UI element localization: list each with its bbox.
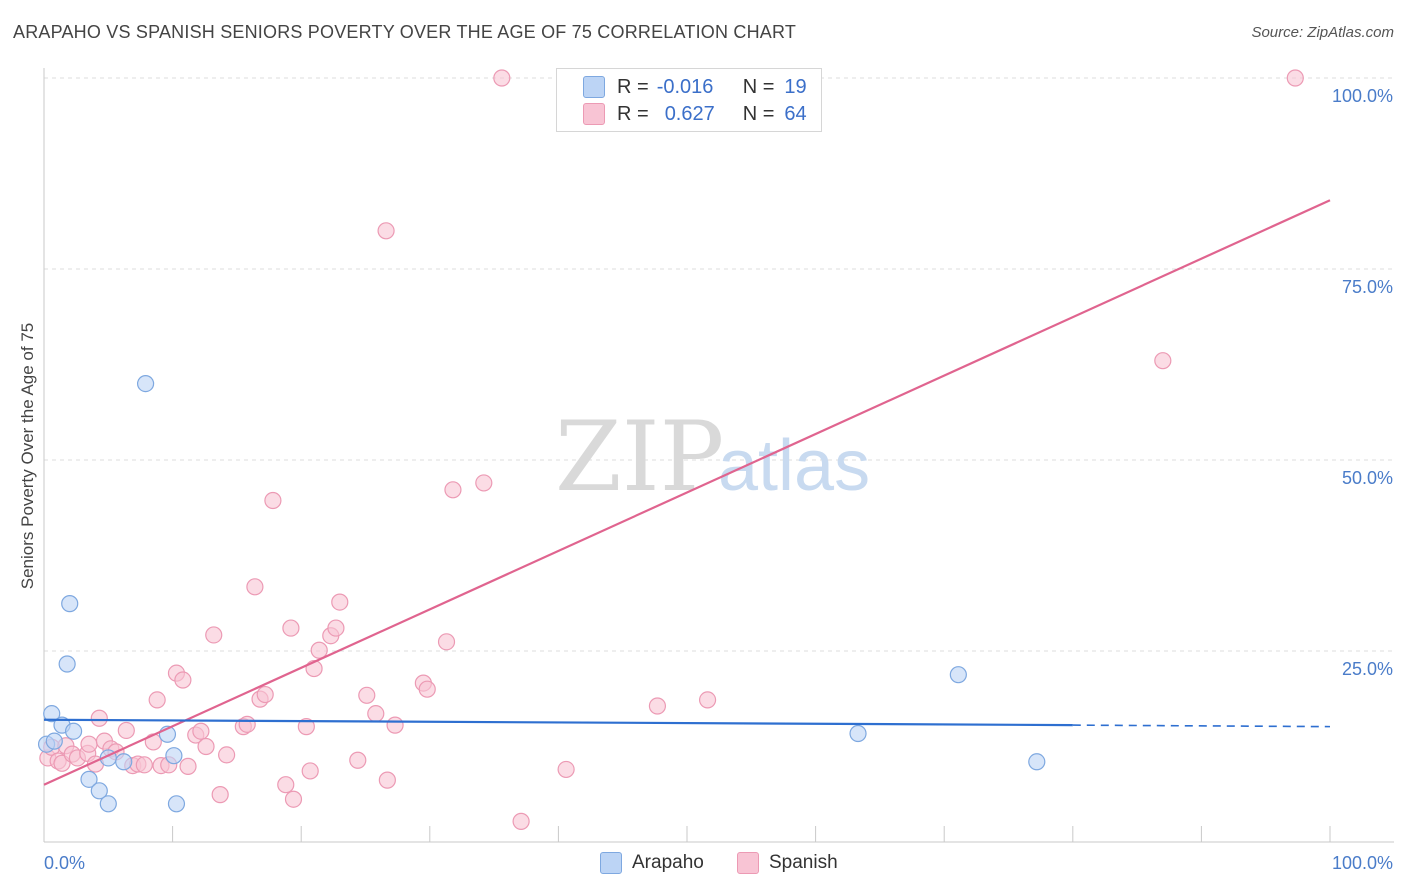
spanish-point xyxy=(179,757,197,775)
spanish-point xyxy=(284,790,303,808)
legend-row-spanish: R = 0.627 N = 64 xyxy=(557,101,807,127)
spanish-point xyxy=(698,691,717,709)
arapaho-legend-swatch xyxy=(600,852,622,874)
watermark: ZIP atlas xyxy=(555,401,870,513)
y-tick-label: 50.0% xyxy=(1342,468,1393,488)
spanish-point xyxy=(174,671,192,689)
spanish-point xyxy=(475,474,493,492)
spanish-swatch xyxy=(583,103,605,125)
arapaho-point xyxy=(167,795,186,813)
spanish-point xyxy=(256,685,274,704)
spanish-point xyxy=(148,691,166,709)
bottom-legend-arapaho: Arapaho xyxy=(600,852,704,874)
spanish-point xyxy=(349,751,367,769)
arapaho-trend-extension xyxy=(1072,724,1331,728)
spanish-point xyxy=(386,716,404,734)
spanish-point xyxy=(310,641,328,659)
spanish-point xyxy=(444,481,462,499)
arapaho-point xyxy=(115,753,133,771)
spanish-point xyxy=(367,705,385,723)
spanish-point xyxy=(211,786,229,804)
spanish-point xyxy=(297,718,315,736)
bottom-legend-spanish: Spanish xyxy=(737,852,838,874)
arapaho-point xyxy=(61,595,79,613)
spanish-point xyxy=(144,733,162,751)
spanish-point xyxy=(327,619,345,637)
spanish-point xyxy=(557,760,575,779)
watermark-atlas: atlas xyxy=(718,426,870,506)
arapaho-point xyxy=(90,782,108,800)
spanish-point xyxy=(246,578,264,596)
legend-r-value: 0.627 xyxy=(664,102,715,125)
legend-n-value: 19 xyxy=(784,75,807,98)
legend-n-label: N = xyxy=(742,75,775,98)
arapaho-point xyxy=(64,722,83,740)
spanish-point xyxy=(437,633,456,651)
arapaho-point xyxy=(43,705,61,723)
spanish-point xyxy=(117,721,135,740)
arapaho-legend-label: Arapaho xyxy=(632,852,704,873)
legend-n-label: N = xyxy=(742,102,775,125)
spanish-point xyxy=(282,619,300,637)
spanish-point xyxy=(135,756,153,774)
arapaho-swatch xyxy=(583,76,605,98)
y-tick-labels: 25.0% 50.0% 75.0% 100.0% xyxy=(1332,86,1393,679)
legend-r-label: R = xyxy=(617,102,649,125)
x-tick-label-max: 100.0% xyxy=(1332,853,1393,873)
y-tick-label: 75.0% xyxy=(1342,277,1393,297)
spanish-point xyxy=(80,735,98,753)
spanish-point xyxy=(301,762,319,780)
arapaho-point xyxy=(99,795,117,813)
grid-lines xyxy=(44,77,1394,652)
series-arapaho-points xyxy=(37,375,1046,813)
x-tick-label-min: 0.0% xyxy=(44,853,85,873)
spanish-legend-label: Spanish xyxy=(769,852,838,873)
watermark-zip: ZIP xyxy=(555,401,724,513)
arapaho-point xyxy=(58,655,76,673)
spanish-point xyxy=(512,812,530,830)
spanish-point xyxy=(493,69,511,87)
spanish-point xyxy=(264,491,282,510)
source-label: Source: ZipAtlas.com xyxy=(1251,24,1394,41)
x-ticks xyxy=(172,826,1331,842)
spanish-point xyxy=(648,697,667,715)
arapaho-point xyxy=(136,375,155,393)
spanish-point xyxy=(377,222,395,240)
spanish-point xyxy=(358,686,376,704)
y-tick-label: 25.0% xyxy=(1342,659,1393,679)
arapaho-point xyxy=(45,732,63,750)
spanish-point xyxy=(218,746,236,764)
y-axis-label: Seniors Poverty Over the Age of 75 xyxy=(18,323,37,589)
spanish-point xyxy=(238,715,256,733)
spanish-point xyxy=(277,776,295,794)
trend-lines xyxy=(43,199,1331,786)
spanish-point xyxy=(418,680,436,698)
spanish-legend-swatch xyxy=(737,852,759,874)
spanish-point xyxy=(331,593,349,611)
arapaho-point xyxy=(1028,753,1046,771)
arapaho-point xyxy=(849,724,867,743)
arapaho-point xyxy=(80,770,98,788)
legend-r-value: -0.016 xyxy=(656,75,714,98)
arapaho-trend-line xyxy=(43,718,1073,727)
spanish-point xyxy=(205,626,223,644)
arapaho-point xyxy=(949,666,967,684)
spanish-point xyxy=(90,709,108,727)
legend-row-arapaho: R = -0.016 N = 19 xyxy=(557,74,807,100)
arapaho-point xyxy=(165,747,183,765)
y-tick-label: 100.0% xyxy=(1332,86,1393,106)
spanish-point xyxy=(378,771,396,789)
spanish-point xyxy=(197,737,215,756)
spanish-point xyxy=(1154,352,1172,370)
legend-n-value: 64 xyxy=(784,102,807,125)
spanish-trend-line xyxy=(43,199,1331,786)
spanish-point xyxy=(1286,69,1304,87)
legend-r-label: R = xyxy=(617,75,649,98)
correlation-legend: R = -0.016 N = 19 R = 0.627 N = 64 xyxy=(556,68,822,132)
spanish-point xyxy=(192,722,210,740)
chart-title: ARAPAHO VS SPANISH SENIORS POVERTY OVER … xyxy=(13,22,797,42)
